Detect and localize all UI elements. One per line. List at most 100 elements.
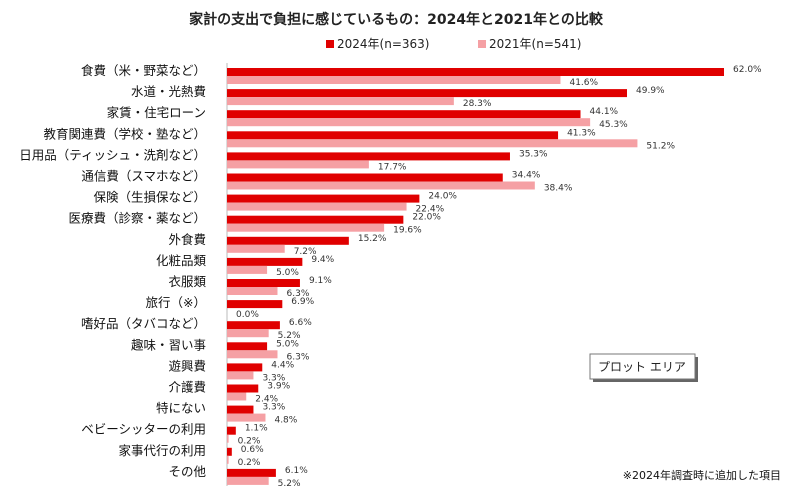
category-label: 特にない (156, 401, 206, 416)
category-label: 衣服類 (168, 274, 206, 289)
data-label-2021: 41.6% (569, 78, 598, 88)
data-label-2024: 35.3% (519, 149, 548, 159)
data-label-2024: 49.9% (636, 86, 665, 96)
data-label-2024: 6.6% (289, 318, 312, 328)
category-label: 遊興費 (168, 358, 206, 373)
bar-2021[interactable] (227, 97, 454, 106)
bar-2024[interactable] (227, 257, 303, 266)
data-label-2024: 4.4% (271, 360, 294, 370)
data-label-2021: 7.2% (294, 247, 317, 257)
data-label-2024: 22.0% (412, 213, 441, 223)
bar-2021[interactable] (227, 350, 278, 359)
bar-2021[interactable] (227, 476, 269, 485)
bar-2021[interactable] (227, 181, 535, 190)
data-label-2024: 15.2% (358, 234, 387, 244)
category-label: 旅行（※） (146, 295, 206, 310)
bar-2021[interactable] (227, 76, 561, 84)
data-label-2024: 44.1% (590, 107, 619, 117)
legend-label-2024: 2024年(n=363) (337, 37, 429, 51)
bar-2024[interactable] (227, 342, 268, 351)
bar-2021[interactable] (227, 371, 254, 380)
data-label-2021: 22.4% (416, 205, 445, 215)
data-label-2021: 6.3% (287, 289, 310, 299)
data-label-2021: 6.3% (287, 352, 310, 362)
bar-2024[interactable] (227, 405, 254, 414)
bar-2021[interactable] (227, 265, 268, 274)
category-label: ベビーシッターの利用 (81, 422, 206, 437)
data-label-2024: 34.4% (512, 171, 541, 181)
data-label-2021: 0.0% (236, 310, 259, 320)
bar-2024[interactable] (227, 215, 404, 224)
data-label-2024: 6.9% (291, 297, 314, 307)
bar-2024[interactable] (227, 363, 263, 372)
category-label: 家賃・住宅ローン (107, 105, 206, 120)
bar-2024[interactable] (227, 89, 628, 98)
bar-2021[interactable] (227, 160, 369, 169)
legend-swatch-2024 (326, 40, 334, 48)
data-label-2021: 38.4% (544, 184, 573, 194)
footnote: ※2024年調査時に追加した項目 (623, 468, 781, 482)
bar-2021[interactable] (227, 139, 638, 148)
legend-swatch-2021 (478, 40, 486, 48)
bar-2024[interactable] (227, 300, 283, 309)
chart-title: 家計の支出で負担に感じているもの：2024年と2021年との比較 (189, 11, 604, 28)
bar-2024[interactable] (227, 447, 232, 456)
category-label: 水道・光熱費 (131, 84, 206, 99)
bar-2024[interactable] (227, 279, 300, 287)
bar-2024[interactable] (227, 173, 503, 182)
data-label-2024: 9.1% (309, 276, 332, 286)
bar-2024[interactable] (227, 194, 420, 203)
bar-2021[interactable] (227, 202, 407, 211)
data-label-2021: 4.8% (274, 416, 297, 426)
bar-2024[interactable] (227, 321, 280, 330)
bar-2021[interactable] (227, 287, 278, 295)
category-label: 保険（生損保など） (93, 190, 206, 205)
data-label-2021: 51.2% (646, 141, 675, 151)
data-label-2024: 0.6% (241, 445, 264, 455)
data-label-2024: 3.3% (262, 403, 285, 413)
plot-area[interactable]: 食費（米・野菜など） 62.0% 41.6% 水道・光熱費 49.9% 28.3% 家賃・住… (19, 63, 762, 489)
bar-2024[interactable] (227, 236, 349, 245)
data-label-2021: 3.3% (262, 373, 285, 383)
data-label-2021: 28.3% (463, 99, 492, 109)
bar-2021[interactable] (227, 434, 229, 443)
category-label: 介護費 (168, 380, 206, 395)
data-label-2024: 62.0% (733, 65, 762, 75)
category-label: 日用品（ティッシュ・洗剤など） (19, 147, 206, 162)
bar-2024[interactable] (227, 384, 259, 393)
bar-2024[interactable] (227, 131, 559, 140)
tooltip-label: プロット エリア (598, 360, 686, 374)
plot-area-tooltip: プロット エリア (589, 353, 698, 382)
bar-2024[interactable] (227, 110, 581, 119)
bar-2024[interactable] (227, 426, 236, 435)
category-label: 医療費（診察・薬など） (68, 211, 206, 226)
data-label-2021: 0.2% (238, 437, 261, 447)
data-label-2021: 0.2% (238, 458, 261, 468)
legend: 2024年(n=363) 2021年(n=541) (326, 37, 581, 51)
category-label: 趣味・習い事 (131, 337, 206, 352)
bar-2021[interactable] (227, 413, 266, 422)
bar-2024[interactable] (227, 68, 724, 76)
category-label: 通信費（スマホなど） (81, 169, 206, 184)
data-label-2021: 5.0% (276, 268, 299, 278)
bar-2021[interactable] (227, 244, 285, 253)
data-label-2024: 5.0% (276, 339, 299, 349)
data-label-2021: 5.2% (278, 479, 301, 489)
data-label-2024: 3.9% (267, 382, 290, 392)
category-label: 家事代行の利用 (118, 443, 206, 458)
bar-2021[interactable] (227, 392, 247, 401)
data-label-2021: 17.7% (378, 162, 407, 172)
legend-label-2021: 2021年(n=541) (489, 37, 581, 51)
data-label-2024: 41.3% (567, 128, 596, 138)
data-label-2021: 5.2% (278, 331, 301, 341)
bar-2021[interactable] (227, 329, 269, 338)
bar-2024[interactable] (227, 152, 510, 161)
data-label-2021: 2.4% (255, 395, 278, 405)
bar-2021[interactable] (227, 223, 385, 232)
bar-2021[interactable] (227, 455, 229, 464)
data-label-2024: 24.0% (428, 192, 457, 202)
bar-2024[interactable] (227, 468, 276, 477)
data-label-2021: 45.3% (599, 120, 628, 130)
bar-2021[interactable] (227, 118, 591, 127)
